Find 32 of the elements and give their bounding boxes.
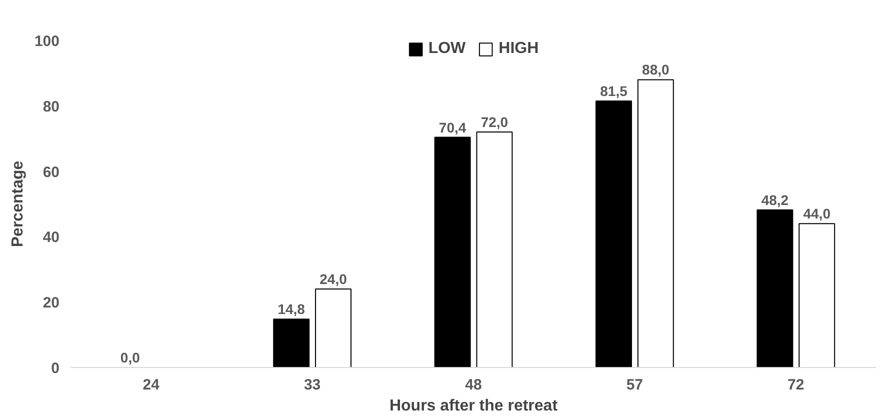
x-tick-label: 33 xyxy=(304,376,321,394)
y-tick-label: 0 xyxy=(51,360,60,377)
bar xyxy=(798,223,836,368)
data-label: 44,0 xyxy=(803,206,831,222)
legend-label: LOW xyxy=(428,40,466,58)
data-label: 48,2 xyxy=(761,192,789,208)
x-axis-title: Hours after the retreat xyxy=(389,398,558,414)
x-tick-label: 72 xyxy=(788,376,804,394)
data-label: 0,0 xyxy=(120,350,140,366)
x-tick-label: 57 xyxy=(626,376,644,394)
data-label: 70,4 xyxy=(438,119,466,136)
bar xyxy=(273,318,310,368)
data-label: 24,0 xyxy=(320,271,348,288)
bar xyxy=(476,132,513,368)
y-tick-label: 20 xyxy=(42,294,60,312)
bar xyxy=(756,209,794,368)
y-tick-label: 60 xyxy=(42,164,60,181)
bar xyxy=(315,288,352,368)
bar xyxy=(596,100,632,368)
data-label: 72,0 xyxy=(480,114,508,130)
x-tick-label: 48 xyxy=(465,376,482,394)
data-label: 88,0 xyxy=(642,62,670,78)
y-tick-label: 100 xyxy=(34,33,60,50)
bar xyxy=(434,136,471,368)
data-label: 14,8 xyxy=(278,301,306,318)
x-tick-label: 24 xyxy=(142,376,160,394)
bar xyxy=(637,79,674,368)
y-tick-label: 80 xyxy=(42,98,60,116)
y-axis-title: Percentage xyxy=(9,160,26,248)
data-label: 81,5 xyxy=(600,82,628,99)
legend-label: HIGH xyxy=(498,40,539,58)
y-tick-label: 40 xyxy=(42,229,60,246)
